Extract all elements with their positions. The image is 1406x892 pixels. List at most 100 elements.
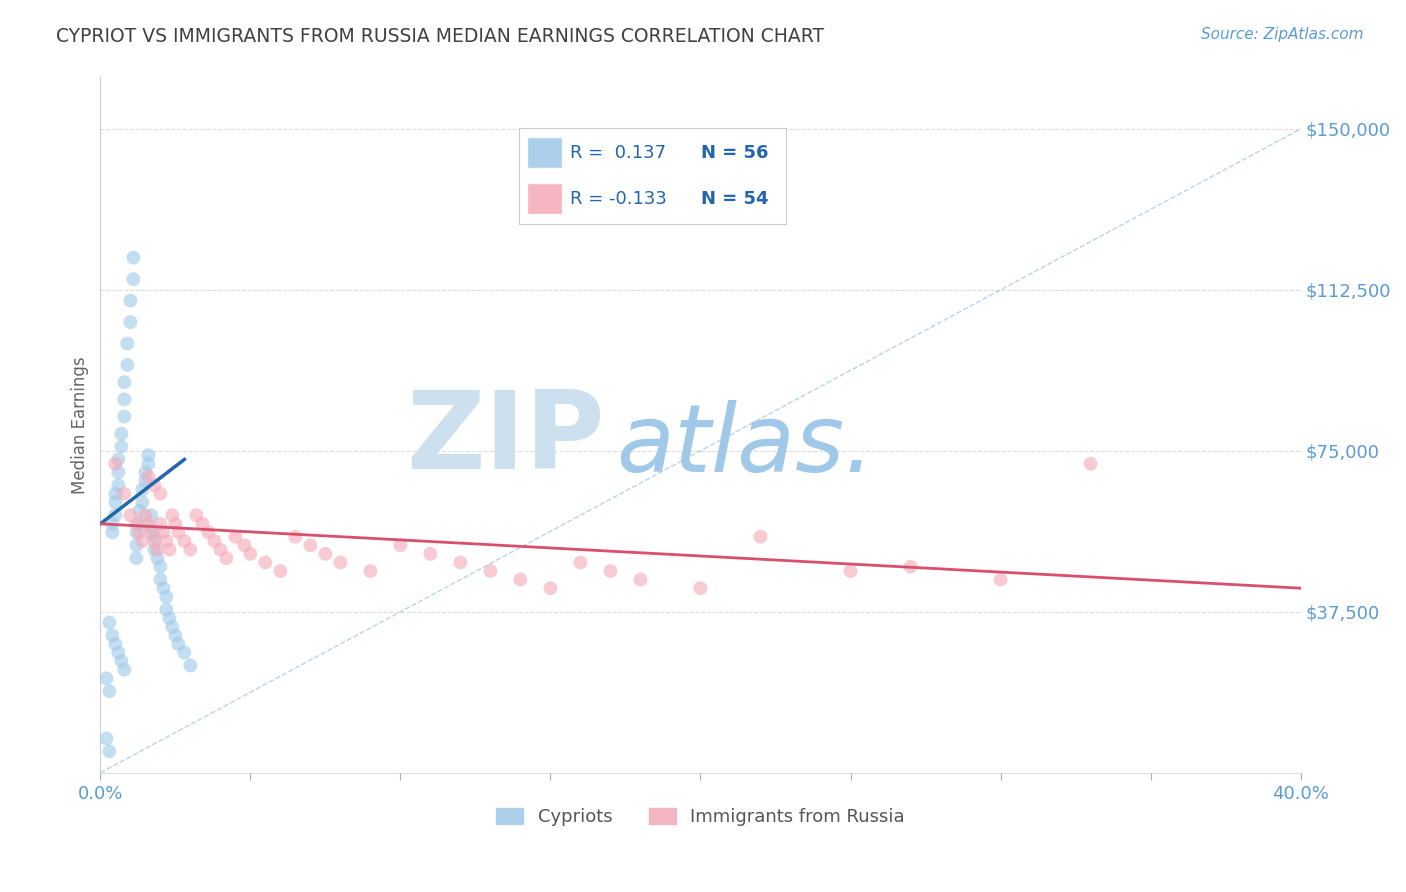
Point	[152, 525, 174, 540]
Point	[284, 530, 307, 544]
Point	[117, 336, 139, 351]
Point	[104, 487, 127, 501]
Bar	[527, 137, 562, 168]
Point	[125, 525, 148, 540]
Point	[131, 533, 153, 548]
Point	[173, 646, 195, 660]
Point	[1080, 457, 1102, 471]
Point	[104, 637, 127, 651]
Point	[157, 611, 180, 625]
Point	[299, 538, 322, 552]
Point	[117, 358, 139, 372]
Point	[191, 516, 214, 531]
Point	[165, 516, 187, 531]
Point	[152, 581, 174, 595]
Point	[186, 508, 208, 523]
Point	[104, 495, 127, 509]
Point	[98, 684, 121, 698]
Point	[239, 547, 262, 561]
Text: N = 54: N = 54	[700, 190, 768, 208]
Point	[112, 487, 135, 501]
Point	[215, 551, 238, 566]
Point	[128, 525, 150, 540]
Y-axis label: Median Earnings: Median Earnings	[72, 356, 89, 494]
Point	[224, 530, 246, 544]
Point	[162, 620, 184, 634]
Point	[101, 628, 124, 642]
Point	[112, 392, 135, 407]
Point	[122, 272, 145, 286]
Point	[122, 251, 145, 265]
Point	[141, 508, 163, 523]
Point	[314, 547, 336, 561]
Point	[149, 573, 172, 587]
Point	[138, 469, 160, 483]
Point	[509, 573, 531, 587]
Point	[131, 483, 153, 497]
Text: CYPRIOT VS IMMIGRANTS FROM RUSSIA MEDIAN EARNINGS CORRELATION CHART: CYPRIOT VS IMMIGRANTS FROM RUSSIA MEDIAN…	[56, 27, 824, 45]
Point	[449, 556, 471, 570]
Point	[110, 440, 132, 454]
Point	[141, 521, 163, 535]
Point	[101, 516, 124, 531]
Point	[128, 504, 150, 518]
Point	[138, 457, 160, 471]
Point	[125, 538, 148, 552]
Point	[197, 525, 219, 540]
Point	[179, 658, 201, 673]
Point	[98, 615, 121, 630]
Point	[569, 556, 592, 570]
Point	[689, 581, 711, 595]
Point	[165, 628, 187, 642]
Point	[419, 547, 441, 561]
Point	[329, 556, 352, 570]
Point	[749, 530, 772, 544]
Point	[269, 564, 291, 578]
Text: ZIP: ZIP	[406, 386, 605, 492]
Point	[167, 637, 190, 651]
Point	[104, 508, 127, 523]
Point	[96, 731, 118, 746]
Point	[110, 426, 132, 441]
Point	[149, 559, 172, 574]
Point	[112, 409, 135, 424]
Point	[389, 538, 412, 552]
Point	[839, 564, 862, 578]
Point	[138, 448, 160, 462]
Point	[112, 375, 135, 389]
Point	[179, 542, 201, 557]
Point	[134, 474, 156, 488]
Point	[540, 581, 562, 595]
Point	[146, 542, 169, 557]
Point	[134, 465, 156, 479]
Point	[107, 478, 129, 492]
Point	[143, 530, 166, 544]
Point	[167, 525, 190, 540]
Point	[630, 573, 652, 587]
Point	[104, 457, 127, 471]
Point	[131, 495, 153, 509]
Point	[98, 744, 121, 758]
Point	[149, 516, 172, 531]
Point	[112, 663, 135, 677]
Point	[173, 533, 195, 548]
Point	[599, 564, 621, 578]
Text: R =  0.137: R = 0.137	[569, 144, 666, 161]
Point	[107, 452, 129, 467]
Point	[120, 315, 142, 329]
Point	[134, 508, 156, 523]
Text: atlas.: atlas.	[616, 401, 875, 491]
Text: R = -0.133: R = -0.133	[569, 190, 666, 208]
Point	[143, 542, 166, 557]
Point	[900, 559, 922, 574]
Point	[107, 465, 129, 479]
Point	[155, 602, 177, 616]
Point	[128, 516, 150, 531]
Point	[359, 564, 381, 578]
Point	[141, 525, 163, 540]
Point	[143, 478, 166, 492]
Point	[254, 556, 277, 570]
Point	[110, 654, 132, 668]
Point	[107, 646, 129, 660]
Point	[479, 564, 502, 578]
